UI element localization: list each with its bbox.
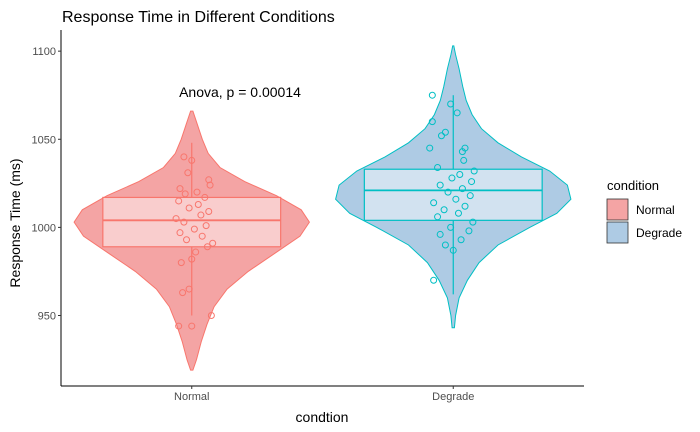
data-point	[465, 227, 473, 235]
data-point	[434, 163, 442, 171]
data-point	[183, 236, 191, 244]
x-axis: Normal Degrade	[174, 386, 474, 403]
data-point	[430, 199, 438, 207]
legend: condition Normal Degrade	[606, 178, 682, 244]
data-point	[441, 128, 449, 136]
data-point	[193, 188, 201, 196]
data-point	[192, 248, 200, 256]
data-point	[188, 322, 196, 330]
legend-label-normal: Normal	[636, 203, 675, 217]
data-point	[176, 185, 184, 193]
data-point	[468, 178, 476, 186]
box-normal	[102, 196, 282, 248]
y-tick-label: 1000	[32, 222, 56, 234]
data-point	[198, 232, 206, 240]
data-point	[205, 176, 213, 184]
data-point	[190, 225, 198, 233]
data-point	[460, 156, 468, 164]
y-axis-title: Response Time (ms)	[7, 158, 23, 287]
data-point	[184, 169, 192, 177]
data-point	[456, 171, 464, 179]
data-point	[447, 100, 455, 108]
violin-normal	[73, 110, 311, 371]
data-point	[175, 322, 183, 330]
y-tick-label: 1050	[32, 134, 56, 146]
data-point	[430, 276, 438, 284]
data-point	[434, 213, 442, 221]
data-point	[440, 206, 448, 214]
data-point	[202, 222, 210, 230]
y-axis: 950 1000 1050 1100	[32, 46, 61, 323]
data-point	[188, 255, 196, 263]
violin-degrade	[335, 45, 572, 329]
y-tick-label: 1100	[32, 46, 56, 58]
data-point	[436, 181, 444, 189]
data-point	[177, 259, 185, 267]
data-point	[209, 239, 217, 247]
series-degrade	[335, 45, 572, 329]
data-point	[458, 185, 466, 193]
legend-swatch-degrade	[606, 221, 629, 244]
data-point	[207, 312, 215, 320]
data-point	[203, 243, 211, 251]
data-point	[185, 285, 193, 293]
data-point	[449, 246, 457, 254]
x-tick-label: Degrade	[432, 391, 474, 403]
data-point	[469, 218, 477, 226]
data-point	[436, 230, 444, 238]
data-point	[188, 156, 196, 164]
data-point	[437, 132, 445, 140]
data-point	[180, 218, 188, 226]
data-point	[448, 174, 456, 182]
x-tick-label: Normal	[174, 391, 209, 403]
data-point	[175, 197, 183, 205]
data-point	[461, 144, 469, 152]
data-point	[179, 289, 187, 297]
data-point	[428, 118, 436, 126]
data-point	[205, 208, 213, 216]
data-point	[172, 215, 180, 223]
data-point	[453, 109, 461, 117]
anova-annotation: Anova, p = 0.00014	[179, 84, 301, 100]
data-point	[454, 209, 462, 217]
plot-area	[73, 45, 572, 371]
data-point	[457, 236, 465, 244]
y-tick-label: 950	[38, 311, 56, 323]
chart-title: Response Time in Different Conditions	[62, 9, 335, 26]
data-point	[452, 195, 460, 203]
data-point	[461, 202, 469, 210]
data-point	[201, 193, 209, 201]
x-axis-title: condtion	[296, 409, 349, 425]
data-point	[180, 153, 188, 161]
data-point	[470, 167, 478, 175]
data-point	[176, 229, 184, 237]
data-point	[185, 204, 193, 212]
data-point	[441, 241, 449, 249]
legend-swatch-normal	[606, 198, 629, 221]
data-point	[466, 192, 474, 200]
data-point	[447, 223, 455, 231]
data-point	[181, 190, 189, 198]
legend-label-degrade: Degrade	[636, 226, 682, 240]
box-degrade	[363, 168, 543, 221]
data-point	[197, 211, 205, 219]
data-point	[194, 200, 202, 208]
data-point	[428, 91, 436, 99]
legend-title: condition	[607, 178, 659, 193]
series-normal	[73, 110, 311, 371]
data-point	[426, 144, 434, 152]
data-point	[444, 188, 452, 196]
